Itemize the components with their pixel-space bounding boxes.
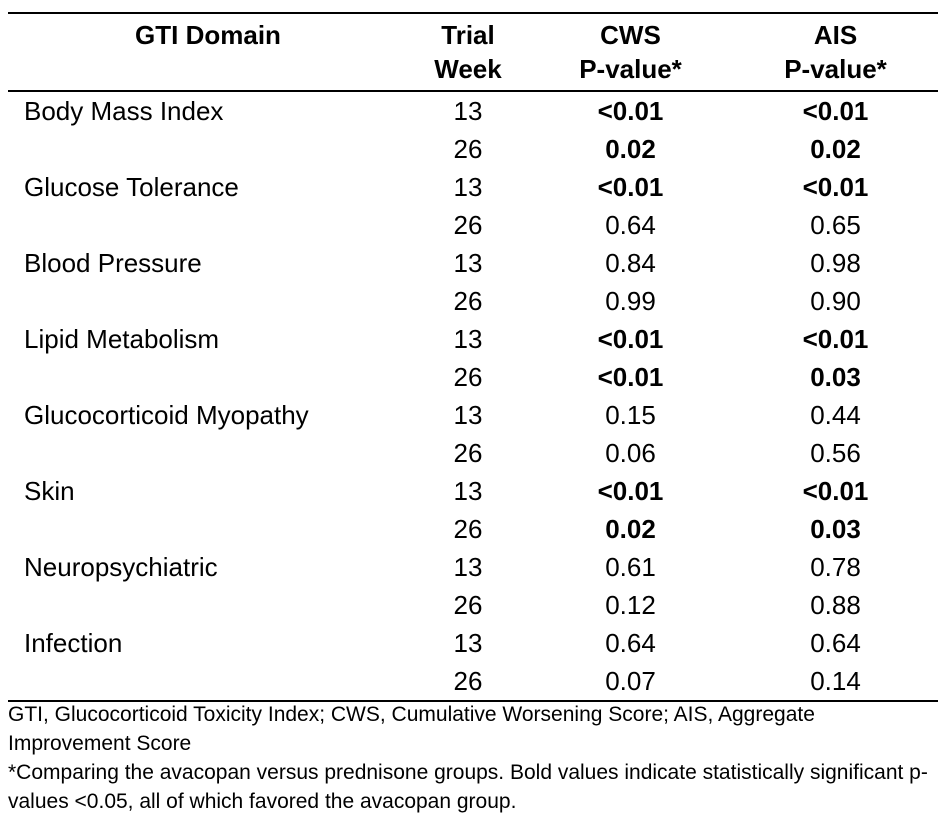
table-row: 26 0.02 0.03 — [8, 510, 938, 548]
cell-gti-domain — [8, 662, 408, 702]
gti-results-table-container: GTI Domain Trial Week CWS P-value* AIS P… — [8, 12, 938, 702]
cell-ais-pvalue: 0.98 — [810, 248, 861, 278]
table-row: Infection 13 0.64 0.64 — [8, 624, 938, 662]
cell-cws-pvalue: <0.01 — [597, 172, 664, 202]
cell-cws-pvalue: <0.01 — [597, 476, 664, 506]
cell-ais-pvalue: 0.56 — [810, 438, 861, 468]
cell-cws-pvalue: 0.64 — [605, 628, 656, 658]
cell-gti-domain — [8, 586, 408, 624]
cell-trial-week: 13 — [453, 628, 483, 658]
cell-cws-pvalue: 0.02 — [605, 134, 656, 164]
cell-ais-pvalue: 0.90 — [810, 286, 861, 316]
cell-ais-pvalue: 0.03 — [810, 362, 861, 392]
cell-ais-pvalue: 0.65 — [810, 210, 861, 240]
cell-cws-pvalue: 0.15 — [605, 400, 656, 430]
cell-gti-domain — [8, 282, 408, 320]
cell-gti-domain — [8, 206, 408, 244]
cell-trial-week: 26 — [453, 362, 483, 392]
table-row: Glucose Tolerance 13 <0.01 <0.01 — [8, 168, 938, 206]
header-trial-week: Trial Week — [408, 12, 528, 92]
table-body: Body Mass Index 13 <0.01 <0.01 26 0.02 0.02 Glu… — [8, 91, 938, 702]
header-cws-line2: P-value* — [579, 54, 682, 84]
table-row: 26 <0.01 0.03 — [8, 358, 938, 396]
cell-trial-week: 26 — [453, 286, 483, 316]
cell-gti-domain: Glucose Tolerance — [24, 172, 239, 202]
cell-trial-week: 13 — [453, 552, 483, 582]
cell-trial-week: 13 — [453, 324, 483, 354]
cell-gti-domain: Skin — [24, 476, 75, 506]
cell-trial-week: 13 — [453, 476, 483, 506]
cell-gti-domain — [8, 130, 408, 168]
cell-cws-pvalue: 0.84 — [605, 248, 656, 278]
cell-cws-pvalue: 0.07 — [528, 662, 733, 702]
cell-ais-pvalue: 0.78 — [810, 552, 861, 582]
cell-trial-week: 13 — [453, 172, 483, 202]
table-row: 26 0.12 0.88 — [8, 586, 938, 624]
header-ais-line1: AIS — [813, 20, 858, 50]
cell-cws-pvalue: <0.01 — [597, 96, 664, 126]
cell-trial-week: 26 — [453, 210, 483, 240]
cell-ais-pvalue: <0.01 — [802, 172, 869, 202]
cell-ais-pvalue: 0.03 — [810, 514, 861, 544]
header-ais-pvalue: AIS P-value* — [733, 12, 938, 92]
significance-footnote: *Comparing the avacopan versus prednison… — [8, 761, 928, 813]
table-row: 26 0.64 0.65 — [8, 206, 938, 244]
cell-ais-pvalue: 0.44 — [810, 400, 861, 430]
header-trial-week-line2: Week — [434, 54, 502, 84]
cell-ais-pvalue: 0.88 — [810, 590, 861, 620]
cell-ais-pvalue: 0.64 — [810, 628, 861, 658]
table-row: Lipid Metabolism 13 <0.01 <0.01 — [8, 320, 938, 358]
table-row: 26 0.02 0.02 — [8, 130, 938, 168]
cell-cws-pvalue: 0.06 — [605, 438, 656, 468]
table-row: 26 0.07 0.14 — [8, 662, 938, 702]
header-cws-pvalue: CWS P-value* — [528, 12, 733, 92]
header-gti-domain: GTI Domain — [8, 12, 408, 92]
cell-trial-week: 13 — [453, 400, 483, 430]
cell-cws-pvalue: <0.01 — [597, 362, 664, 392]
cell-ais-pvalue: 0.02 — [810, 134, 861, 164]
cell-trial-week: 26 — [453, 134, 483, 164]
header-trial-week-line1: Trial — [441, 20, 495, 50]
cell-gti-domain: Blood Pressure — [24, 248, 202, 278]
header-gti-domain-label: GTI Domain — [135, 20, 281, 50]
cell-trial-week: 26 — [453, 514, 483, 544]
cell-ais-pvalue: <0.01 — [802, 324, 869, 354]
table-row: 26 0.99 0.90 — [8, 282, 938, 320]
cell-gti-domain — [8, 434, 408, 472]
table-row: Skin 13 <0.01 <0.01 — [8, 472, 938, 510]
gti-results-table: GTI Domain Trial Week CWS P-value* AIS P… — [8, 12, 938, 702]
cell-gti-domain: Glucocorticoid Myopathy — [24, 400, 309, 430]
cell-cws-pvalue: 0.99 — [605, 286, 656, 316]
cell-gti-domain: Neuropsychiatric — [24, 552, 218, 582]
table-notes: GTI, Glucocorticoid Toxicity Index; CWS,… — [8, 700, 938, 816]
cell-cws-pvalue: 0.61 — [605, 552, 656, 582]
table-row: 26 0.06 0.56 — [8, 434, 938, 472]
header-cws-line1: CWS — [600, 20, 661, 50]
cell-gti-domain: Body Mass Index — [24, 96, 224, 126]
cell-ais-pvalue: <0.01 — [802, 476, 869, 506]
table-row: Blood Pressure 13 0.84 0.98 — [8, 244, 938, 282]
cell-ais-pvalue: <0.01 — [802, 96, 869, 126]
cell-trial-week: 26 — [453, 438, 483, 468]
cell-gti-domain: Lipid Metabolism — [24, 324, 220, 354]
cell-cws-pvalue: 0.12 — [605, 590, 656, 620]
cell-gti-domain — [8, 358, 408, 396]
table-header-row: GTI Domain Trial Week CWS P-value* AIS P… — [8, 12, 938, 92]
cell-trial-week: 26 — [408, 662, 528, 702]
cell-trial-week: 13 — [453, 96, 483, 126]
cell-gti-domain: Infection — [24, 628, 123, 658]
cell-trial-week: 13 — [453, 248, 483, 278]
cell-cws-pvalue: 0.02 — [605, 514, 656, 544]
header-ais-line2: P-value* — [784, 54, 887, 84]
cell-cws-pvalue: <0.01 — [597, 324, 664, 354]
table-row: Glucocorticoid Myopathy 13 0.15 0.44 — [8, 396, 938, 434]
cell-ais-pvalue: 0.14 — [733, 662, 938, 702]
cell-gti-domain — [8, 510, 408, 548]
cell-trial-week: 26 — [453, 590, 483, 620]
cell-cws-pvalue: 0.64 — [605, 210, 656, 240]
table-row: Body Mass Index 13 <0.01 <0.01 — [8, 91, 938, 130]
abbreviations-note: GTI, Glucocorticoid Toxicity Index; CWS,… — [8, 703, 815, 755]
table-row: Neuropsychiatric 13 0.61 0.78 — [8, 548, 938, 586]
